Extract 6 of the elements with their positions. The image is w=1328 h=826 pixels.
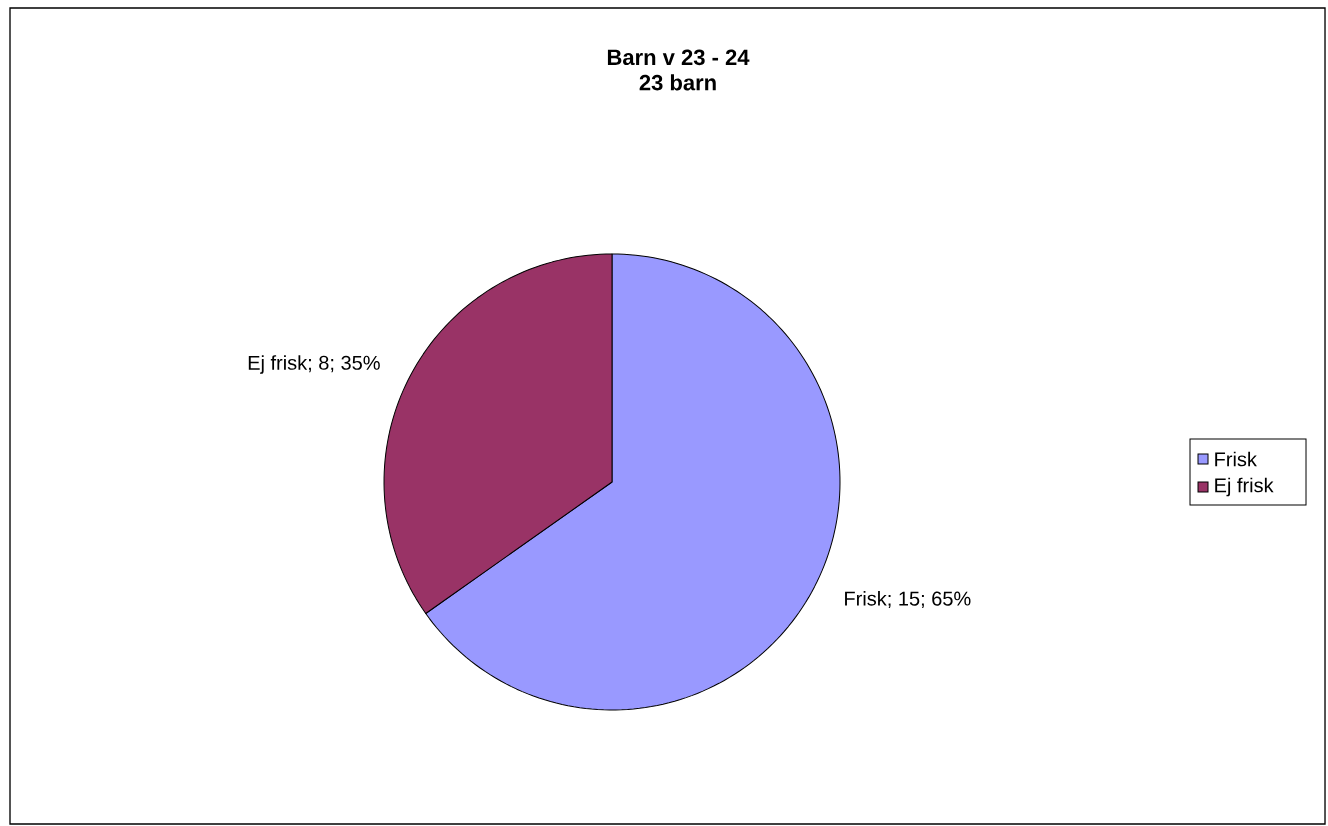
chart-subtitle: 23 barn — [639, 74, 716, 91]
chart-title: Barn v 23 - 24 — [607, 49, 750, 66]
data-label: Frisk; 15; 65% — [845, 590, 971, 608]
legend-label: Frisk — [1215, 451, 1257, 467]
legend-label: Ej frisk — [1215, 477, 1274, 497]
data-label: Ej frisk; 8; 35% — [248, 355, 380, 374]
